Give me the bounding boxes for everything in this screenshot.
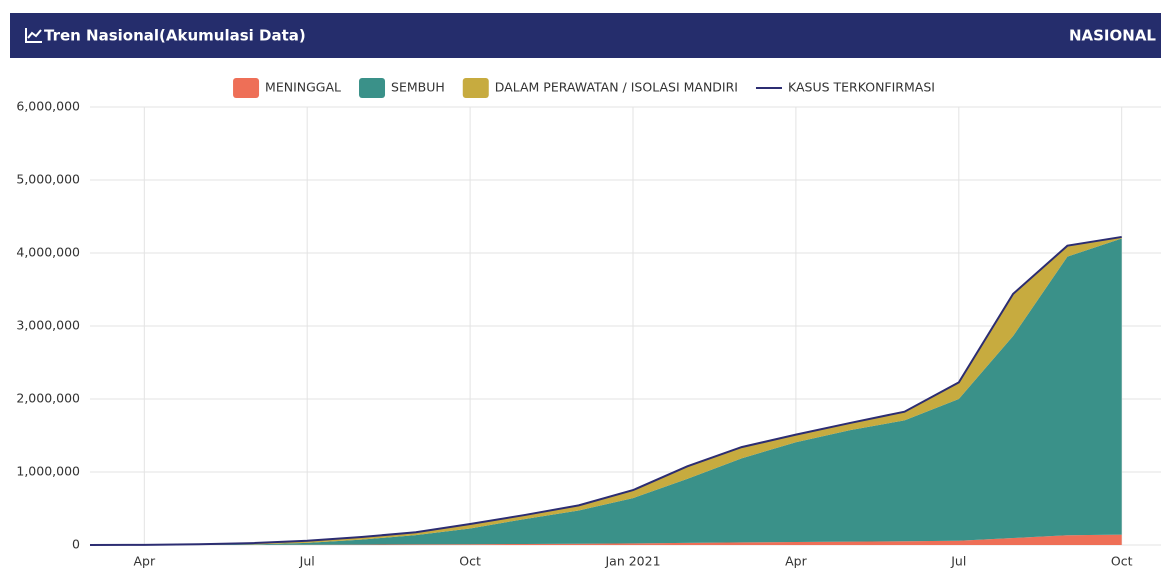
line bbox=[89, 235, 1122, 546]
x-tick-label: Jul bbox=[299, 554, 315, 569]
x-tick-label: Apr bbox=[785, 554, 807, 569]
y-tick-label: 1,000,000 bbox=[16, 464, 80, 479]
y-tick-label: 2,000,000 bbox=[16, 391, 80, 406]
legend-swatch bbox=[233, 78, 260, 98]
y-tick-label: 5,000,000 bbox=[16, 172, 80, 187]
x-tick-label: Apr bbox=[133, 554, 155, 569]
legend-label: DALAM PERAWATAN / ISOLASI MANDIRI bbox=[495, 80, 738, 95]
y-tick-label: 4,000,000 bbox=[16, 245, 80, 260]
legend-swatch bbox=[359, 78, 386, 98]
x-tick-label: Jan 2021 bbox=[604, 554, 660, 569]
legend: MENINGGAL SEMBUH DALAM PERAWATAN / ISOLASI… bbox=[233, 78, 935, 98]
legend-label: KASUS TERKONFIRMASI bbox=[788, 80, 935, 95]
x-tick-label: Oct bbox=[1111, 554, 1133, 569]
header-bar bbox=[10, 13, 1161, 58]
areas bbox=[90, 236, 1122, 545]
x-tick-label: Jul bbox=[950, 554, 966, 569]
x-tick-label: Oct bbox=[459, 554, 481, 569]
area bbox=[90, 238, 1122, 545]
header-title: Tren Nasional(Akumulasi Data) bbox=[44, 27, 306, 45]
area bbox=[90, 534, 1122, 545]
legend-swatch bbox=[462, 78, 489, 98]
y-tick-label: 0 bbox=[72, 537, 80, 552]
region-label: NASIONAL bbox=[1069, 27, 1156, 45]
y-tick-label: 6,000,000 bbox=[16, 99, 80, 114]
y-tick-label: 3,000,000 bbox=[16, 318, 80, 333]
legend-label: MENINGGAL bbox=[265, 80, 341, 95]
legend-label: SEMBUH bbox=[391, 80, 445, 95]
chart-icon bbox=[25, 28, 42, 43]
